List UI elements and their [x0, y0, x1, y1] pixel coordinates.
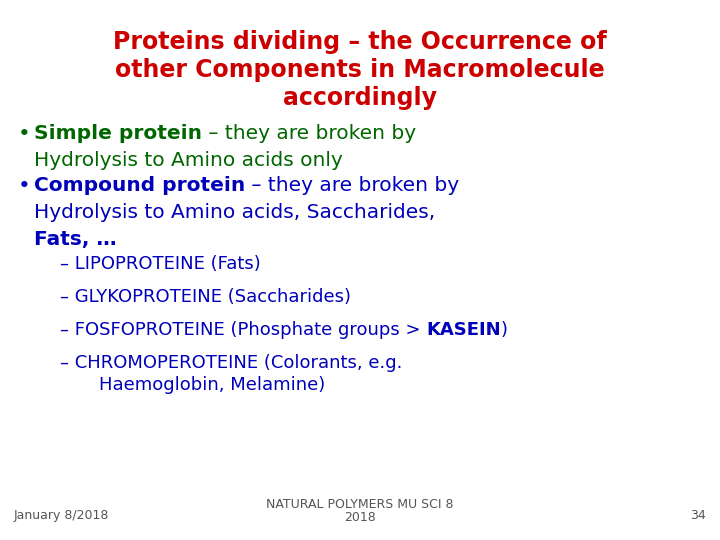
Text: January 8/2018: January 8/2018 — [14, 509, 109, 522]
Text: Hydrolysis to Amino acids only: Hydrolysis to Amino acids only — [34, 151, 343, 170]
Text: Proteins dividing – the Occurrence of: Proteins dividing – the Occurrence of — [113, 30, 607, 54]
Text: accordingly: accordingly — [283, 86, 437, 110]
Text: – GLYKOPROTEINE (Saccharides): – GLYKOPROTEINE (Saccharides) — [60, 288, 351, 306]
Text: Haemoglobin, Melamine): Haemoglobin, Melamine) — [76, 376, 325, 394]
Text: NATURAL POLYMERS MU SCI 8: NATURAL POLYMERS MU SCI 8 — [266, 498, 454, 511]
Text: •: • — [18, 176, 31, 196]
Text: Fats, …: Fats, … — [34, 230, 117, 249]
Text: other Components in Macromolecule: other Components in Macromolecule — [115, 58, 605, 82]
Text: – they are broken by: – they are broken by — [246, 176, 459, 195]
Text: ): ) — [501, 321, 508, 339]
Text: – FOSFOPROTEINE (Phosphate groups >: – FOSFOPROTEINE (Phosphate groups > — [60, 321, 426, 339]
Text: Compound protein: Compound protein — [34, 176, 246, 195]
Text: – CHROMOPEROTEINE (Colorants, e.g.: – CHROMOPEROTEINE (Colorants, e.g. — [60, 354, 402, 372]
Text: 34: 34 — [690, 509, 706, 522]
Text: Simple protein: Simple protein — [34, 124, 202, 143]
Text: KASEIN: KASEIN — [426, 321, 501, 339]
Text: – they are broken by: – they are broken by — [202, 124, 416, 143]
Text: •: • — [18, 124, 31, 144]
Text: 2018: 2018 — [344, 511, 376, 524]
Text: – LIPOPROTEINE (Fats): – LIPOPROTEINE (Fats) — [60, 255, 261, 273]
Text: Hydrolysis to Amino acids, Saccharides,: Hydrolysis to Amino acids, Saccharides, — [34, 203, 436, 222]
